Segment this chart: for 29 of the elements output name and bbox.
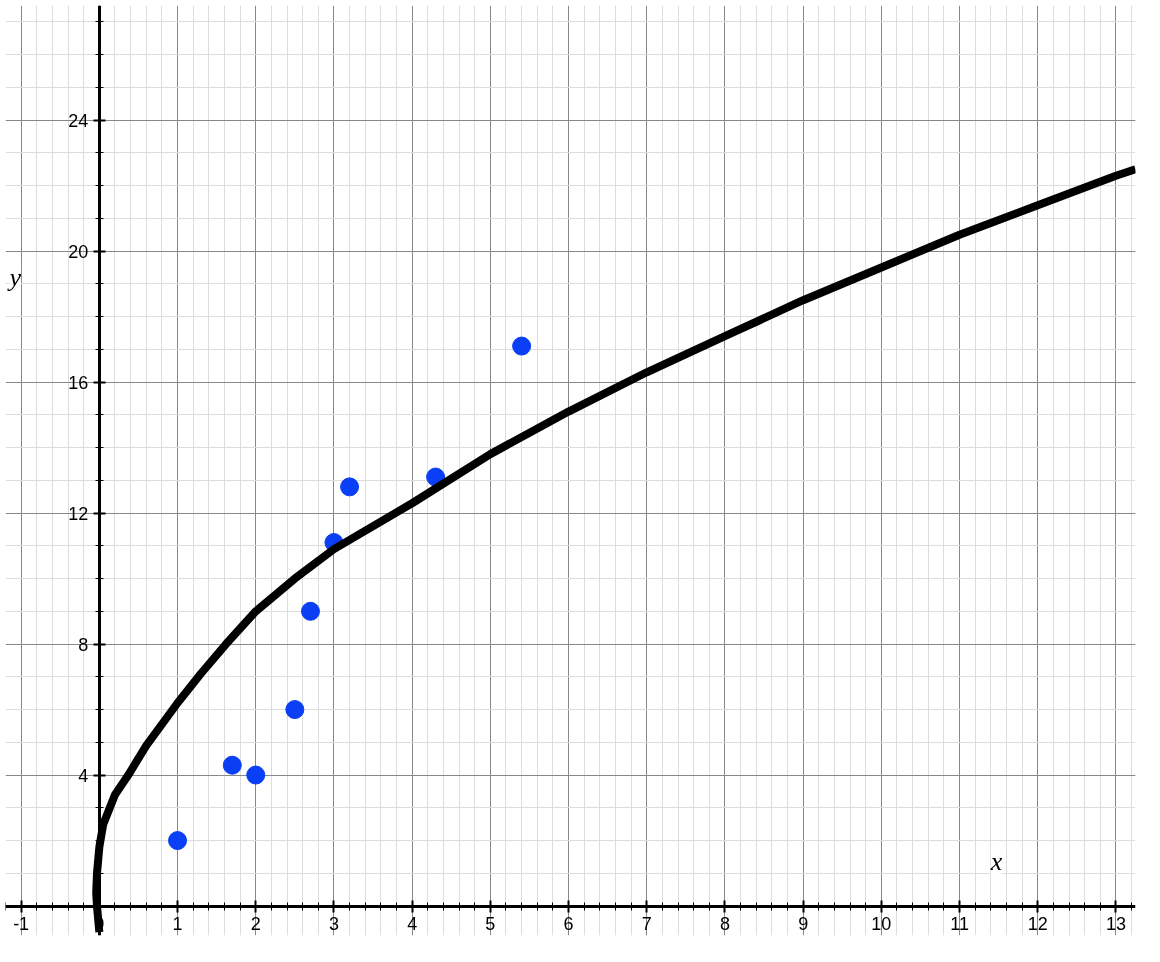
y-tick-label: 8: [78, 634, 89, 655]
x-tick-label: 7: [641, 914, 652, 935]
y-tick-label: 20: [68, 241, 89, 262]
x-tick-label: 9: [798, 914, 809, 935]
point: [222, 755, 242, 775]
x-tick-label: 1: [172, 914, 183, 935]
x-axis-title: x: [989, 847, 1003, 877]
y-tick-label: 16: [68, 372, 89, 393]
x-tick-label: 3: [328, 914, 339, 935]
point: [168, 831, 188, 851]
x-tick-label: 5: [485, 914, 496, 935]
x-tick-label: 10: [871, 914, 892, 935]
x-tick-label: 2: [250, 914, 261, 935]
y-tick-label: 12: [68, 503, 89, 524]
x-tick-label: -1: [13, 914, 30, 935]
point: [246, 765, 266, 785]
point: [300, 601, 320, 621]
x-tick-label: 11: [950, 914, 969, 935]
point: [340, 477, 360, 497]
y-tick-label: 24: [68, 110, 89, 131]
point: [512, 336, 532, 356]
x-tick-label: 13: [1105, 914, 1126, 935]
y-axis-title: y: [6, 262, 22, 292]
x-tick-label: 8: [719, 914, 730, 935]
x-tick-label: 6: [563, 914, 574, 935]
x-tick-label: 4: [407, 914, 418, 935]
y-tick-label: 4: [78, 765, 89, 786]
point: [285, 700, 305, 720]
x-tick-label: 12: [1027, 914, 1048, 935]
